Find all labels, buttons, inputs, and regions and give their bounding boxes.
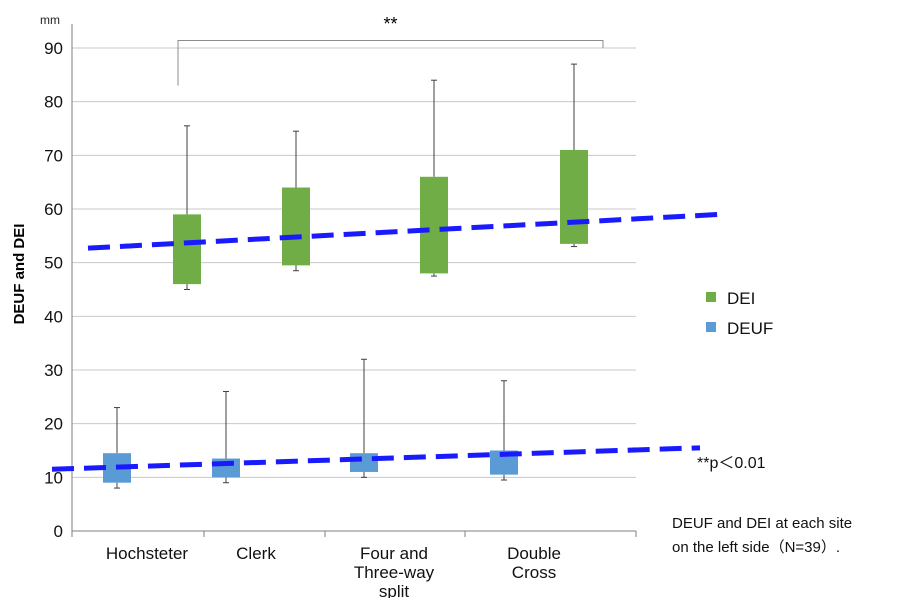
box-body (282, 187, 310, 266)
y-unit-label: mm (40, 13, 60, 27)
y-tick-0: 0 (54, 522, 63, 541)
legend: DEI DEUF (706, 289, 773, 338)
x-tick-line: split (379, 582, 410, 598)
box-body (420, 176, 448, 274)
y-axis-label: DEUF and DEI (11, 224, 28, 325)
caption-line-2: on the left side（N=39）. (672, 539, 840, 556)
box-deuf-1 (212, 390, 240, 484)
box-body (173, 214, 201, 285)
significance-label: ** (383, 14, 397, 34)
legend-label-deuf: DEUF (727, 319, 773, 338)
p-value-note: **p＜0.01 (697, 455, 766, 472)
x-tick-line: Cross (512, 563, 556, 582)
legend-swatch-deuf (706, 322, 716, 332)
box-deuf-0 (103, 407, 131, 489)
trend-lines (51, 211, 721, 472)
y-tick-30: 30 (44, 361, 63, 380)
x-tick-1: Clerk (236, 544, 276, 563)
y-tick-60: 60 (44, 200, 63, 219)
box-dei-3 (560, 63, 588, 248)
y-tick-50: 50 (44, 254, 63, 273)
legend-label-dei: DEI (727, 289, 755, 308)
x-tick-line: Clerk (236, 544, 276, 563)
x-tick-line: Four and (360, 544, 428, 563)
x-tick-3: Double Cross (507, 544, 561, 582)
caption-line-1: DEUF and DEI at each site (672, 515, 852, 532)
x-tick-line: Double (507, 544, 561, 563)
x-tick-labels: Hochsteter Clerk Four and Three-way split Dou… (106, 544, 561, 598)
box-deuf-3 (490, 380, 518, 481)
legend-swatch-dei (706, 292, 716, 302)
y-tick-20: 20 (44, 415, 63, 434)
y-tick-80: 80 (44, 93, 63, 112)
box-dei-1 (282, 130, 310, 272)
y-tick-40: 40 (44, 307, 63, 326)
x-tick-line: Three-way (354, 563, 435, 582)
box-body (560, 149, 588, 244)
x-tick-2: Four and Three-way split (354, 544, 435, 598)
y-tick-90: 90 (44, 39, 63, 58)
y-tick-70: 70 (44, 146, 63, 165)
trend-line-deuf (51, 445, 701, 472)
x-tick-0: Hochsteter (106, 544, 189, 563)
box-series (103, 63, 588, 489)
box-dei-0 (173, 125, 201, 290)
significance-bracket-line (177, 39, 604, 86)
y-tick-labels: 0 10 20 30 40 50 60 70 80 90 (44, 39, 63, 541)
box-dei-2 (420, 79, 448, 277)
trend-line-dei (87, 211, 721, 251)
box-body (350, 453, 378, 472)
significance-bracket: ** (177, 14, 604, 86)
gridlines (71, 24, 637, 537)
x-tick-line: Hochsteter (106, 544, 189, 563)
y-tick-10: 10 (44, 468, 63, 487)
